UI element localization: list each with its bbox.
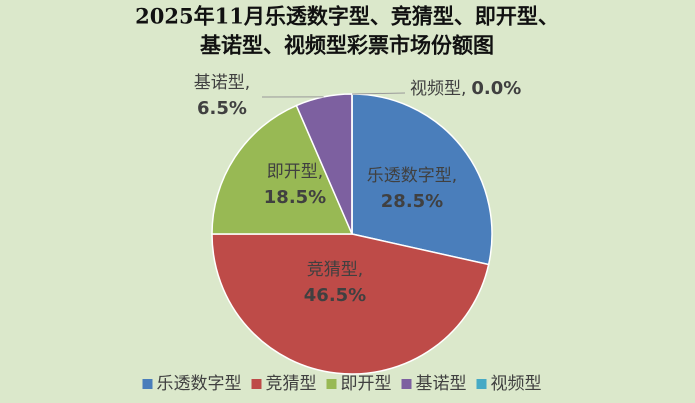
legend-label: 乐透数字型 [157,374,242,394]
legend-swatch [251,379,262,389]
data-label-value: 6.5% [197,98,247,119]
data-label-name: 基诺型, [194,73,250,93]
pie-slice [351,93,493,266]
data-label-value: 18.5% [264,187,326,208]
pie-slice [211,233,490,375]
legend-swatch [476,379,487,389]
legend-swatch [401,379,412,389]
legend-label: 即开型 [341,374,392,394]
data-label: 视频型, 0.0% [410,78,521,99]
data-label-name: 即开型, [267,162,323,182]
legend-swatch [326,379,337,389]
legend-label: 竞猜型 [266,374,317,394]
data-label-value: 28.5% [381,191,443,212]
data-label-name: 视频型, [410,79,466,99]
data-label-name: 竞猜型, [307,260,363,280]
data-label-value: 0.0% [471,78,521,99]
chart-title: 2025年11月乐透数字型、竞猜型、即开型、 [135,4,559,29]
data-label-name: 乐透数字型, [367,166,457,186]
chart-title: 基诺型、视频型彩票市场份额图 [200,33,494,58]
pie-slice [211,104,354,235]
legend-label: 基诺型 [416,374,467,394]
data-label-value: 46.5% [304,285,366,306]
legend-label: 视频型 [491,374,542,394]
leader-line [351,92,406,95]
legend-swatch [142,379,153,389]
